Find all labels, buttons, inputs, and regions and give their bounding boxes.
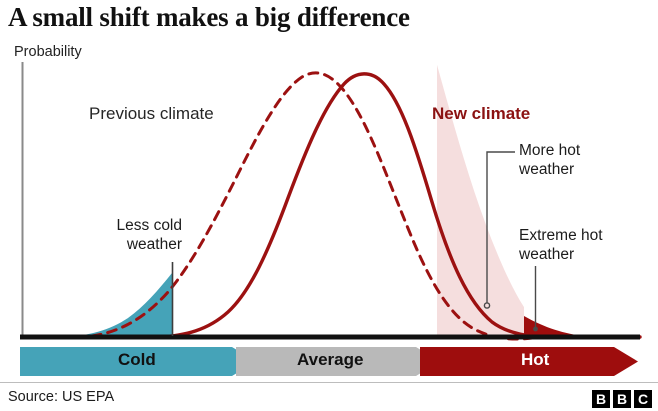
more-hot-leader-dot [483,302,491,309]
distribution-plot [20,55,642,341]
new-climate-label: New climate [432,104,531,123]
legend-label-hot: Hot [521,350,550,369]
legend-label-cold: Cold [118,350,156,369]
less-cold-weather-annotation: Less cold weather [116,217,182,253]
extreme-hot-leader-dot [533,326,538,332]
less-cold-shaded-region [60,272,172,337]
legend-label-average: Average [297,350,364,369]
legend-segment-cold [20,347,256,376]
previous-climate-curve [90,71,542,341]
page-title: A small shift makes a big difference [8,2,410,32]
bbc-logo-letter-3: C [634,390,652,408]
source-text: Source: US EPA [8,389,115,405]
previous-climate-label: Previous climate [89,104,214,123]
more-hot-leader-line [486,151,515,303]
extreme-hot-weather-annotation: Extreme hot weather [519,227,603,263]
bbc-logo-letter-2: B [613,390,631,408]
footer-divider [0,382,658,383]
more-hot-mask [437,55,524,308]
extreme-hot-shaded-region [524,316,620,337]
bbc-logo-letter-1: B [592,390,610,408]
bbc-logo: B B C [592,390,652,408]
legend-segment-hot [420,347,638,376]
y-axis-label: Probability [14,44,82,60]
category-legend-bar [20,347,638,376]
more-hot-weather-annotation: More hot weather [519,142,581,178]
legend-segment-average [236,347,440,376]
